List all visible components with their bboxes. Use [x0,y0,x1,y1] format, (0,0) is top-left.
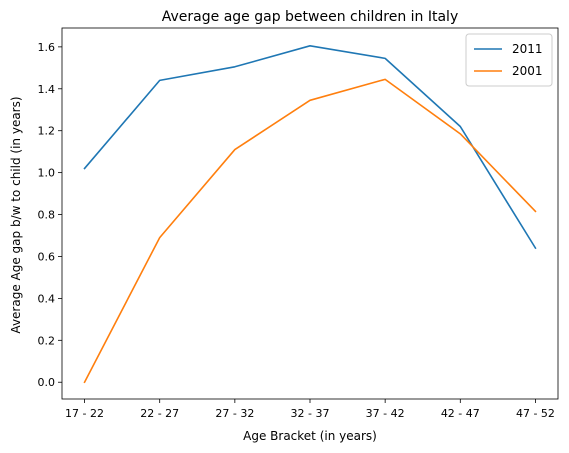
x-tick-label: 37 - 42 [366,407,405,420]
legend-label-2011: 2011 [512,42,543,56]
x-tick-label: 17 - 22 [65,407,104,420]
y-tick-label: 1.0 [38,167,56,180]
x-tick-label: 27 - 32 [215,407,254,420]
y-tick-label: 1.2 [38,125,56,138]
y-axis-label: Average Age gap b/w to child (in years) [9,96,23,333]
x-axis-label: Age Bracket (in years) [243,429,377,443]
series-layer [83,45,537,384]
y-tick-label: 0.0 [38,376,56,389]
y-tick-label: 1.6 [38,41,56,54]
x-tick-label: 22 - 27 [140,407,179,420]
x-axis-ticks: 17 - 22 22 - 27 27 - 32 32 - 37 37 - 42 42 - … [65,399,555,420]
y-tick-label: 0.8 [38,209,56,222]
y-axis-ticks: 0.0 0.2 0.4 0.6 0.8 1.0 1.2 1.4 1.6 [38,41,62,389]
x-tick-label: 42 - 47 [441,407,480,420]
x-tick-label: 47 - 52 [516,407,555,420]
legend-box [465,33,553,87]
chart-title: Average age gap between children in Ital… [162,9,458,25]
x-tick-label: 32 - 37 [291,407,330,420]
y-tick-label: 0.4 [38,292,56,305]
y-tick-label: 0.2 [38,334,56,347]
legend-label-2001: 2001 [512,64,543,78]
y-tick-label: 0.6 [38,250,56,263]
y-tick-label: 1.4 [38,83,56,96]
legend: 2011 2001 [465,33,553,87]
